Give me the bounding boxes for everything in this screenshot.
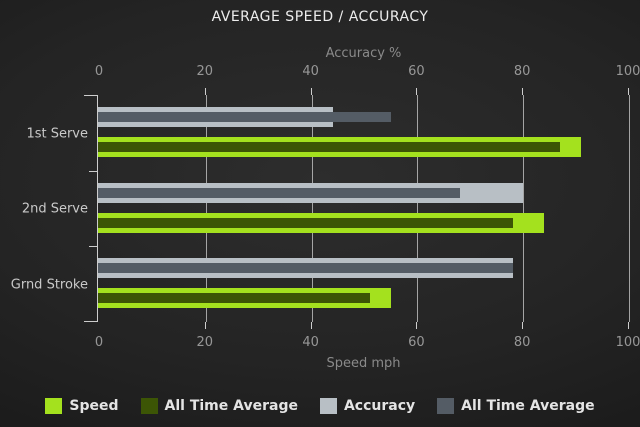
tick-mark bbox=[416, 88, 418, 95]
axis-cap-bottom bbox=[84, 321, 97, 322]
gridline bbox=[629, 95, 630, 322]
legend-item: All Time Average bbox=[437, 398, 595, 414]
tick-mark bbox=[310, 88, 312, 95]
bar-accuracy-all-time-average bbox=[98, 112, 391, 122]
category-label: 2nd Serve bbox=[21, 201, 88, 217]
tick-label: 40 bbox=[302, 64, 319, 79]
tick-label: 0 bbox=[94, 335, 104, 350]
bar-accuracy-all-time-average bbox=[98, 187, 460, 198]
category-separator-tick bbox=[89, 170, 97, 172]
legend-label: Accuracy bbox=[343, 398, 416, 414]
tick-label: 80 bbox=[513, 64, 531, 79]
tick-label: 40 bbox=[302, 335, 319, 350]
bar-accuracy-all-time-average bbox=[98, 263, 513, 274]
tick-mark bbox=[628, 88, 629, 95]
category-label: 1st Serve bbox=[26, 126, 88, 141]
tick-label: 60 bbox=[408, 335, 425, 350]
legend-swatch bbox=[319, 398, 337, 414]
tick-mark bbox=[204, 88, 206, 95]
legend-swatch bbox=[140, 398, 158, 414]
category-separator-tick bbox=[89, 246, 97, 248]
tick-label: 20 bbox=[196, 335, 214, 350]
tick-mark bbox=[522, 322, 524, 329]
tick-label: 60 bbox=[408, 64, 425, 79]
gridline bbox=[523, 95, 525, 322]
gridline bbox=[311, 95, 313, 322]
tick-mark bbox=[310, 322, 312, 329]
tick-label: 100 bbox=[615, 335, 640, 350]
legend-label: All Time Average bbox=[461, 398, 595, 414]
legend-swatch bbox=[45, 398, 63, 414]
category-label: Grnd Stroke bbox=[10, 277, 88, 293]
legend-swatch bbox=[437, 398, 455, 414]
tick-label: 100 bbox=[615, 64, 640, 79]
legend: Speed All Time Average Accuracy All Time Av… bbox=[0, 398, 640, 414]
bottom-axis-label: Speed mph bbox=[326, 356, 401, 371]
legend-item: All Time Average bbox=[140, 398, 298, 414]
tick-label: 80 bbox=[513, 335, 531, 350]
legend-label: All Time Average bbox=[164, 398, 298, 414]
top-axis-label: Accuracy % bbox=[325, 46, 402, 61]
gridline bbox=[417, 95, 419, 322]
chart-title: AVERAGE SPEED / ACCURACY bbox=[211, 9, 429, 25]
tick-mark bbox=[522, 88, 524, 95]
tick-label: 20 bbox=[196, 64, 214, 79]
gridline bbox=[205, 95, 207, 322]
axis-cap-top bbox=[84, 95, 97, 96]
legend-label: Speed bbox=[69, 398, 119, 414]
bar-speed-all-time-average bbox=[98, 217, 513, 228]
tick-label: 0 bbox=[94, 64, 104, 79]
legend-item: Speed bbox=[45, 398, 119, 414]
bar-speed-all-time-average bbox=[98, 293, 370, 304]
plot-area bbox=[97, 95, 637, 322]
tick-mark bbox=[416, 322, 418, 329]
legend-item: Accuracy bbox=[319, 398, 416, 414]
tick-mark bbox=[628, 322, 629, 329]
bar-speed-all-time-average bbox=[98, 142, 561, 152]
tick-mark bbox=[204, 322, 206, 329]
